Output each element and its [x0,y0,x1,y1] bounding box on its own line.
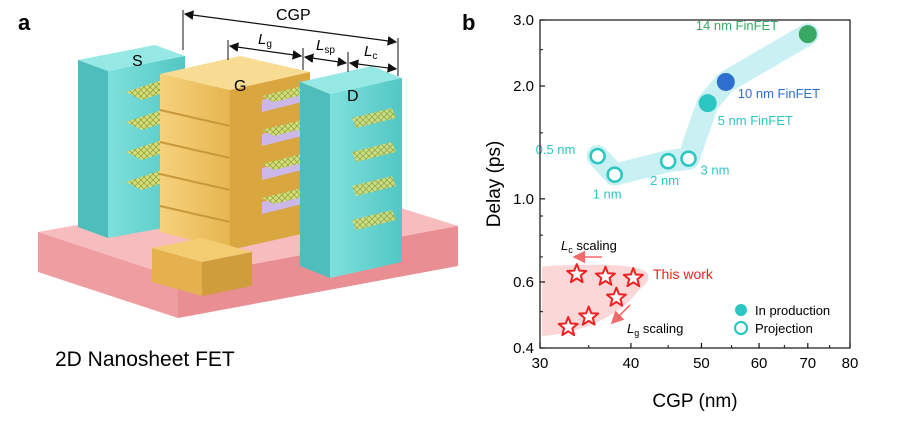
drain-label: D [347,88,359,105]
drain-contact-block [300,66,402,278]
x-tick-label-30: 30 [532,355,549,372]
legend: In production Projection [733,303,830,336]
cgp-dimension-arrow [183,10,398,46]
lc-label: Lc [364,43,377,62]
y-tick-label-1: 1.0 [513,191,534,208]
lsp-dimension-arrow [303,53,348,67]
panel-b-delay-chart: b 0.5 nm 1 nm 2 nm 3 nm 14 nm FinFET 10 nm Fi… [462,10,858,412]
x-tick-label-70: 70 [799,355,816,372]
plot-frame [539,19,851,349]
panel-a-device-schematic: a [18,7,458,371]
lc-scaling-label: Lc scaling [561,238,617,255]
cgp-label: CGP [276,7,311,24]
legend-open-marker [733,320,749,336]
y-axis-label: Delay (ps) [484,141,505,228]
projection-label-1: 1 nm [593,187,622,202]
x-tick-label-80: 80 [842,355,859,372]
production-label-1: 10 nm FinFET [738,86,820,101]
this-work-star-5 [557,316,579,337]
x-tick-label-50: 50 [693,355,710,372]
this-work-star-2 [622,267,644,288]
projection-label-0: 0.5 nm [536,142,576,157]
production-point-1 [716,72,735,91]
lg-scaling-label: Lg scaling [627,321,683,338]
source-label: S [132,53,143,70]
x-tick-label-60: 60 [751,355,768,372]
production-point-2 [698,94,717,113]
y-tick-label-2: 2.0 [513,78,534,95]
lsp-label: Lsp [316,37,335,56]
projection-point-3 [680,150,697,167]
x-axis-label: CGP (nm) [652,391,737,412]
gate-label: G [234,78,246,95]
production-label-0: 14 nm FinFET [696,18,778,33]
this-work-label: This work [653,266,714,282]
projection-label-3: 3 nm [701,163,730,178]
this-work-star-0 [566,263,588,284]
this-work-star-3 [605,286,627,307]
axis-ticks: 30 40 50 60 70 80 0.4 0.6 1.0 2.0 3.0 [513,12,858,372]
y-tick-label-3: 3.0 [513,12,534,29]
x-tick-label-40: 40 [623,355,640,372]
this-work-star-4 [578,305,600,326]
y-tick-label-0.6: 0.6 [513,274,534,291]
lg-label: Lg [258,31,272,50]
this-work-star-1 [594,265,616,286]
projection-point-0 [589,147,606,165]
lc-dimension-arrow [348,59,398,73]
panel-a-title: 2D Nanosheet FET [55,348,235,371]
plot-layer: 0.5 nm 1 nm 2 nm 3 nm 14 nm FinFET 10 nm FinF… [536,18,820,337]
lg-scaling-arrow [610,304,631,325]
legend-in-production: In production [755,303,830,318]
panel-b-letter: b [462,10,475,35]
production-point-0 [798,25,817,44]
dimension-annotations [182,10,399,76]
projection-label-2: 2 nm [650,173,679,188]
legend-projection: Projection [755,321,813,336]
production-label-2: 5 nm FinFET [718,113,793,128]
lg-dimension-arrow [228,42,303,60]
projection-point-1 [606,166,624,183]
projection-point-2 [659,152,677,170]
panel-a-letter: a [18,10,31,35]
y-tick-label-0.4: 0.4 [513,340,534,357]
legend-filled-marker [735,304,747,316]
